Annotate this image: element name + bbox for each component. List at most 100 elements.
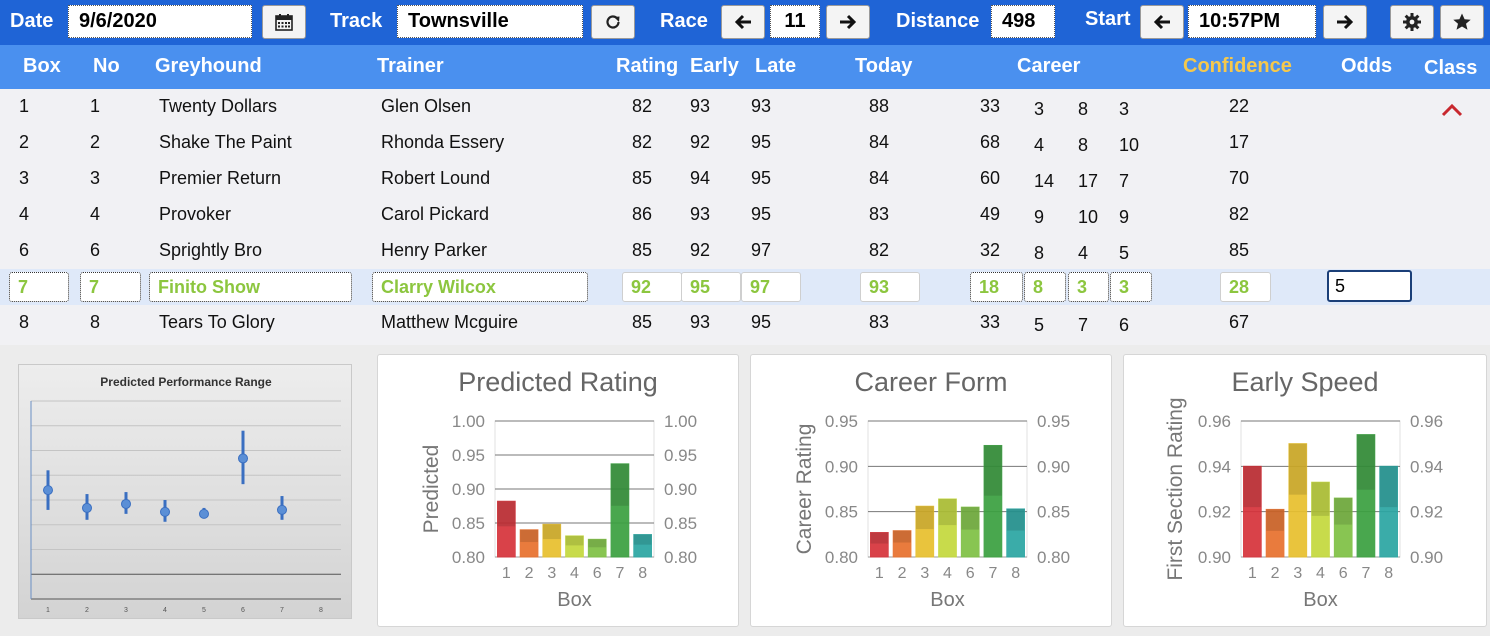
gear-icon xyxy=(1403,13,1421,31)
refresh-button[interactable] xyxy=(591,5,635,39)
rating-cell: 85 xyxy=(632,312,653,332)
career-form-chart: 0.80 0.80 0.85 0.85 0.90 0.90 0.95 0.95 1 2 3 4 6 7 8 B… xyxy=(793,412,1070,611)
career-wins-cell: 8 xyxy=(1034,243,1045,263)
rating-cell: 86 xyxy=(632,204,653,224)
x-tick-label: 8 xyxy=(638,565,647,582)
favorite-button[interactable] xyxy=(1440,5,1484,39)
y-tick-label: 1.00 xyxy=(452,412,485,431)
date-field[interactable]: 9/6/2020 xyxy=(68,5,252,38)
track-label: Track xyxy=(330,10,383,32)
late-cell[interactable]: 97 xyxy=(741,272,801,302)
early-cell: 94 xyxy=(690,168,711,188)
col-box[interactable]: Box xyxy=(23,55,61,77)
chart-title: Predicted Rating xyxy=(458,367,658,397)
table-row-selected[interactable]: 7 7 Finito Show Clarry Wilcox 92 95 97 9… xyxy=(0,269,1490,305)
col-trainer[interactable]: Trainer xyxy=(377,55,444,77)
bar xyxy=(587,538,607,558)
start-time-field[interactable]: 10:57PM xyxy=(1188,5,1316,38)
bar xyxy=(1006,508,1026,558)
col-no[interactable]: No xyxy=(93,55,120,77)
today-cell: 83 xyxy=(869,312,890,332)
y2-tick-label: 0.90 xyxy=(664,480,697,499)
table-row[interactable]: 8 8 Tears To Glory Matthew Mcguire 85 93… xyxy=(0,305,1490,341)
bar-shade xyxy=(565,535,584,546)
col-rating[interactable]: Rating xyxy=(616,55,679,77)
bar xyxy=(983,444,1003,558)
no-cell: 6 xyxy=(90,240,101,260)
col-class[interactable]: Class xyxy=(1424,57,1478,79)
range-point xyxy=(160,506,170,517)
career-form-panel: Career Form 0.80 0.80 0.85 0.85 0.90 0.90 0.95… xyxy=(750,354,1112,627)
table-row[interactable]: 4 4 Provoker Carol Pickard 86 93 95 83 4… xyxy=(0,197,1490,233)
y-tick-label: 0.90 xyxy=(452,480,485,499)
y-tick-label: 0.80 xyxy=(452,548,485,567)
career-thirds-cell: 3 xyxy=(1119,99,1130,119)
predicted-rating-panel: Predicted Rating 0.80 0.80 0.85 0.85 0.90 0.9… xyxy=(377,354,739,627)
x-tick-label: 4 xyxy=(943,565,952,582)
race-field[interactable]: 11 xyxy=(770,5,820,38)
table-row[interactable]: 1 1 Twenty Dollars Glen Olsen 82 93 93 8… xyxy=(0,89,1490,125)
box-cell[interactable]: 7 xyxy=(9,272,69,302)
bar xyxy=(938,498,957,558)
col-today[interactable]: Today xyxy=(855,55,913,77)
star-icon xyxy=(1453,13,1471,30)
col-greyhound[interactable]: Greyhound xyxy=(155,55,262,77)
table-row[interactable]: 3 3 Premier Return Robert Lound 85 94 95… xyxy=(0,161,1490,197)
greyhound-cell: Shake The Paint xyxy=(159,132,292,152)
start-next-button[interactable] xyxy=(1323,5,1367,39)
table-row[interactable]: 6 6 Sprightly Bro Henry Parker 85 92 97 … xyxy=(0,233,1490,269)
trainer-cell[interactable]: Clarry Wilcox xyxy=(372,272,588,302)
career-starts-cell[interactable]: 18 xyxy=(970,272,1023,302)
early-cell[interactable]: 95 xyxy=(681,272,741,302)
col-early[interactable]: Early xyxy=(690,55,739,77)
rating-cell: 82 xyxy=(632,132,653,152)
bar xyxy=(960,506,980,558)
col-career[interactable]: Career xyxy=(1017,55,1081,77)
odds-input[interactable]: 5 xyxy=(1327,270,1412,302)
bar-shade xyxy=(611,463,629,506)
settings-button[interactable] xyxy=(1390,5,1434,39)
col-odds[interactable]: Odds xyxy=(1341,55,1393,77)
rating-cell[interactable]: 92 xyxy=(622,272,682,302)
x-tick-label: 4 xyxy=(1316,565,1325,582)
career-thirds-cell: 6 xyxy=(1119,315,1130,335)
y-tick-label: 0.90 xyxy=(1198,548,1231,567)
x-tick-label: 6 xyxy=(966,565,975,582)
col-confidence[interactable]: Confidence xyxy=(1183,55,1292,77)
x-tick-label: 7 xyxy=(615,565,624,582)
x-tick-label: 6 xyxy=(593,565,602,582)
x-tick-label: 6 xyxy=(241,607,245,614)
late-cell: 93 xyxy=(751,96,772,116)
no-cell[interactable]: 7 xyxy=(80,272,141,302)
col-late[interactable]: Late xyxy=(755,55,797,77)
track-field[interactable]: Townsville xyxy=(397,5,583,38)
confidence-cell: 82 xyxy=(1229,204,1250,224)
rating-cell: 85 xyxy=(632,240,653,260)
range-point xyxy=(43,485,53,496)
race-prev-button[interactable] xyxy=(721,5,765,39)
race-next-button[interactable] xyxy=(826,5,870,39)
bar xyxy=(915,505,935,558)
x-tick-label: 3 xyxy=(1293,565,1302,582)
early-cell: 93 xyxy=(690,96,711,116)
career-thirds-cell[interactable]: 3 xyxy=(1110,272,1152,302)
distance-field[interactable]: 498 xyxy=(991,5,1055,38)
career-seconds-cell[interactable]: 3 xyxy=(1068,272,1109,302)
career-wins-cell[interactable]: 8 xyxy=(1024,272,1066,302)
career-seconds-cell: 7 xyxy=(1078,315,1089,335)
calendar-button[interactable] xyxy=(262,5,306,39)
x-tick-label: 3 xyxy=(547,565,556,582)
today-cell[interactable]: 93 xyxy=(860,272,920,302)
table-row[interactable]: 2 2 Shake The Paint Rhonda Essery 82 92 … xyxy=(0,125,1490,161)
start-prev-button[interactable] xyxy=(1140,5,1184,39)
y2-tick-label: 0.94 xyxy=(1410,457,1443,476)
y2-tick-label: 0.90 xyxy=(1037,457,1070,476)
arrow-left-icon xyxy=(734,14,751,30)
greyhound-cell[interactable]: Finito Show xyxy=(149,272,352,302)
chevron-up-icon[interactable] xyxy=(1441,103,1463,117)
bar-shade xyxy=(1243,466,1262,508)
confidence-cell[interactable]: 28 xyxy=(1220,272,1271,302)
early-cell: 92 xyxy=(690,132,711,152)
x-tick-label: 1 xyxy=(1248,565,1257,582)
box-cell: 4 xyxy=(19,204,30,224)
